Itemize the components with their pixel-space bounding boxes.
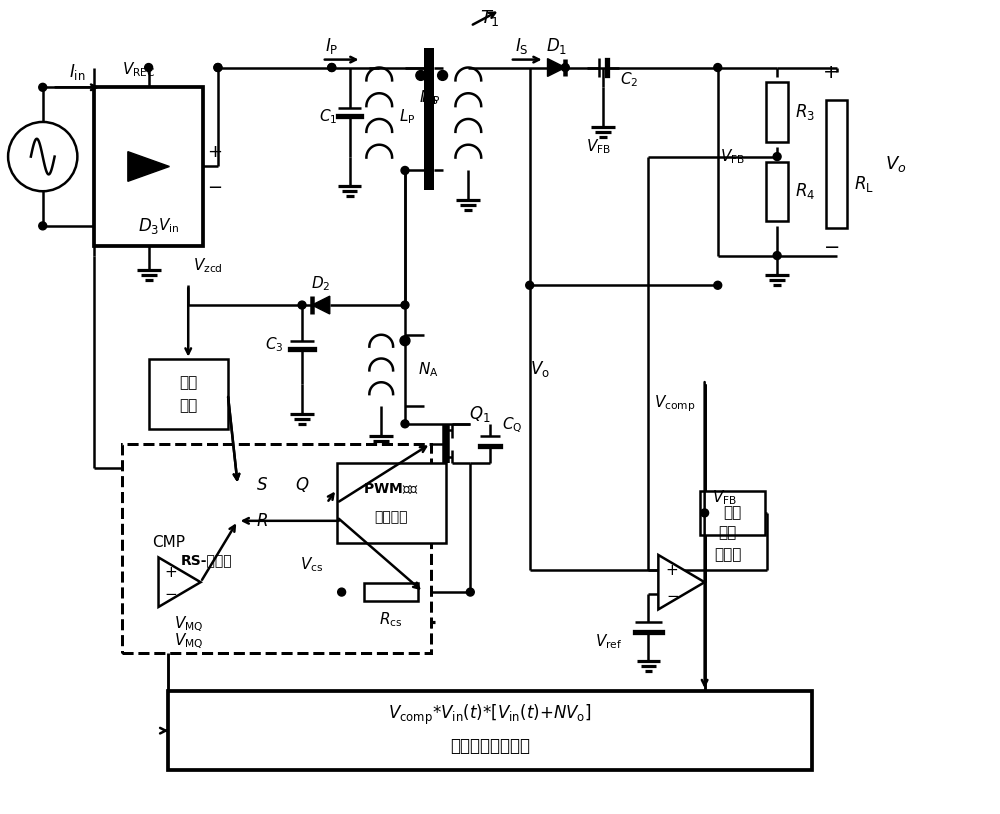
Circle shape (438, 71, 448, 81)
Text: +: + (666, 562, 679, 578)
Text: 产生电路: 产生电路 (374, 510, 408, 524)
Text: $V_{\rm MQ}$: $V_{\rm MQ}$ (174, 615, 203, 634)
Text: $V_{\rm comp}$: $V_{\rm comp}$ (654, 394, 696, 414)
Text: $V_{\rm FB}$: $V_{\rm FB}$ (712, 488, 737, 507)
Text: $N_{\rm A}$: $N_{\rm A}$ (418, 360, 439, 379)
Text: S: S (257, 476, 268, 494)
Circle shape (214, 63, 222, 72)
Circle shape (39, 83, 47, 91)
Text: $I_{\rm P}$: $I_{\rm P}$ (325, 36, 339, 55)
Text: 误差: 误差 (719, 525, 737, 540)
Bar (424, 48, 434, 190)
Polygon shape (548, 59, 565, 77)
Circle shape (714, 282, 722, 289)
Text: 检测: 检测 (179, 399, 197, 414)
Circle shape (400, 335, 410, 346)
Text: +: + (164, 565, 177, 580)
Circle shape (328, 63, 336, 72)
Circle shape (328, 63, 336, 72)
Text: $V_{\rm ref}$: $V_{\rm ref}$ (595, 632, 623, 651)
Text: $V_{\rm REC}$: $V_{\rm REC}$ (122, 60, 155, 79)
Text: $Q_1$: $Q_1$ (469, 404, 491, 424)
Text: $\mathbf{PWM}$脉冲: $\mathbf{PWM}$脉冲 (363, 482, 419, 497)
Circle shape (526, 282, 534, 289)
Bar (337, 463, 446, 543)
Text: $R_4$: $R_4$ (795, 182, 815, 201)
Bar (149, 360, 228, 429)
Bar (766, 161, 788, 221)
Polygon shape (658, 555, 705, 610)
Bar (94, 87, 203, 246)
Text: $V_{\rm FB}$: $V_{\rm FB}$ (720, 147, 745, 166)
Circle shape (401, 420, 409, 428)
Circle shape (401, 167, 409, 174)
Text: $I_{\rm S}$: $I_{\rm S}$ (515, 36, 529, 55)
Polygon shape (128, 151, 169, 182)
Text: $V_{\rm MQ}$: $V_{\rm MQ}$ (174, 632, 203, 651)
Text: $C_{\rm Q}$: $C_{\rm Q}$ (502, 416, 522, 435)
Bar (766, 82, 788, 142)
Circle shape (773, 252, 781, 260)
Text: 放大器: 放大器 (714, 547, 741, 562)
Circle shape (466, 589, 474, 596)
Text: $-$: $-$ (164, 584, 177, 600)
Circle shape (401, 301, 409, 309)
Text: $I_{\rm in}$: $I_{\rm in}$ (69, 63, 86, 82)
Text: $-$: $-$ (666, 587, 679, 602)
Text: $D_2$: $D_2$ (311, 274, 331, 292)
Text: $R_3$: $R_3$ (795, 102, 815, 122)
Text: +: + (823, 63, 840, 82)
Text: $V_{\rm comp}$*$V_{\rm in}(t)$*[$V_{\rm in}(t)$+$NV_{\rm o}$]: $V_{\rm comp}$*$V_{\rm in}(t)$*[$V_{\rm … (388, 702, 592, 727)
Text: 峰值包络运算电路: 峰值包络运算电路 (450, 737, 530, 755)
Circle shape (39, 222, 47, 230)
Circle shape (561, 63, 569, 72)
Text: $C_1$: $C_1$ (319, 107, 337, 126)
Text: $V_o$: $V_o$ (885, 154, 907, 174)
Text: $T_1$: $T_1$ (480, 8, 500, 28)
Bar (826, 99, 847, 229)
Text: $N_{\rm P}$: $N_{\rm P}$ (421, 88, 440, 107)
Circle shape (416, 71, 426, 81)
Text: $N_{\rm S}$: $N_{\rm S}$ (419, 88, 439, 107)
Text: Q: Q (295, 476, 309, 494)
Bar (364, 583, 418, 601)
Circle shape (145, 63, 153, 72)
Bar (700, 491, 765, 535)
Text: $V_{\rm zcd}$: $V_{\rm zcd}$ (193, 256, 223, 275)
Text: $-$: $-$ (207, 177, 223, 195)
Polygon shape (159, 558, 201, 607)
Text: $C_2$: $C_2$ (620, 70, 638, 89)
Text: $D_3$: $D_3$ (138, 216, 159, 236)
Text: 过零: 过零 (179, 374, 197, 390)
Circle shape (714, 63, 722, 72)
Polygon shape (312, 296, 330, 314)
Text: $D_1$: $D_1$ (546, 36, 567, 55)
Bar (122, 444, 431, 654)
Text: +: + (207, 142, 222, 160)
Circle shape (214, 63, 222, 72)
Circle shape (8, 122, 77, 191)
Bar (168, 691, 812, 770)
Text: R: R (257, 512, 268, 530)
Text: $-$: $-$ (823, 236, 840, 255)
Text: $V_{\rm o}$: $V_{\rm o}$ (530, 360, 550, 379)
Text: 补偿: 补偿 (723, 505, 742, 520)
Text: $C_3$: $C_3$ (265, 335, 284, 354)
Text: $R_{\rm cs}$: $R_{\rm cs}$ (379, 610, 403, 629)
Text: $V_{\rm cs}$: $V_{\rm cs}$ (300, 555, 324, 574)
Bar (238, 463, 327, 543)
Text: $V_{\rm FB}$: $V_{\rm FB}$ (586, 138, 612, 156)
Text: $L_{\rm P}$: $L_{\rm P}$ (399, 107, 415, 126)
Circle shape (701, 509, 709, 517)
Text: CMP: CMP (152, 535, 185, 550)
Circle shape (298, 301, 306, 309)
Circle shape (338, 589, 346, 596)
Text: $V_{\rm in}$: $V_{\rm in}$ (158, 217, 179, 235)
Text: RS-触发器: RS-触发器 (181, 554, 233, 567)
Text: $R_{\rm L}$: $R_{\rm L}$ (854, 174, 874, 194)
Circle shape (773, 153, 781, 160)
